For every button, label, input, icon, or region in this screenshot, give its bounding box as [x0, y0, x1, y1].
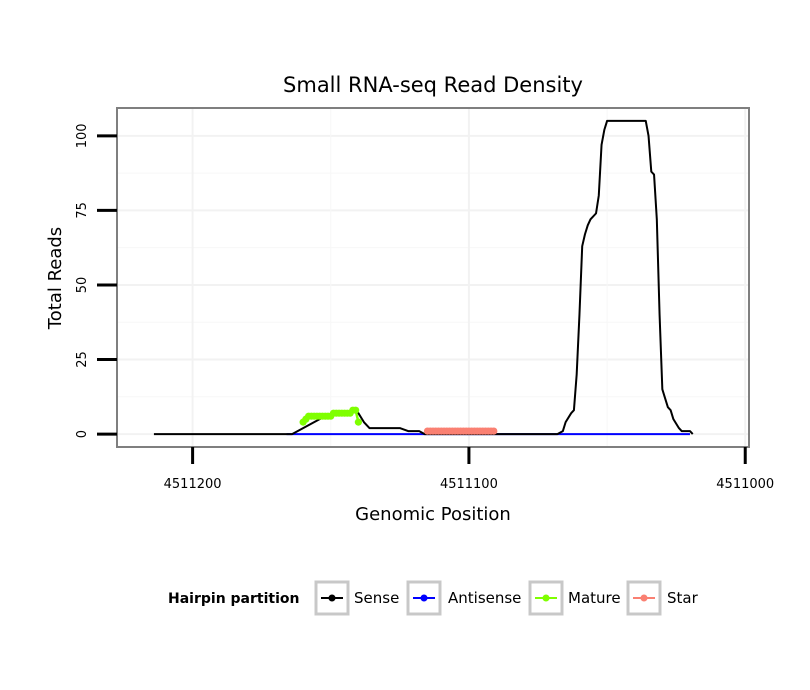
plot-background: [118, 109, 748, 446]
x-tick-label: 4511200: [164, 477, 222, 492]
series-layer: [153, 119, 694, 436]
y-axis-title: Total Reads: [45, 227, 66, 330]
legend-title: Hairpin partition: [168, 591, 299, 607]
plot-panel-border: [116, 107, 750, 448]
legend-key-point-mature: [542, 594, 550, 602]
legend: Hairpin partition Sense Antisense Mature St…: [168, 580, 699, 616]
axes: 0 25 50 75 100 4511200 4511100 4511000: [75, 123, 774, 492]
data-point-star: [490, 427, 498, 435]
legend-label-sense: Sense: [354, 589, 399, 607]
legend-key-point-sense: [328, 594, 336, 602]
legend-key-point-star: [640, 594, 648, 602]
legend-label-mature: Mature: [568, 589, 621, 607]
y-tick-label: 50: [75, 277, 90, 294]
y-tick-label: 100: [75, 123, 90, 148]
data-point-mature: [352, 406, 360, 414]
chart-title: Small RNA-seq Read Density: [283, 73, 583, 97]
y-tick-label: 75: [75, 202, 90, 219]
x-tick-label: 4511000: [716, 477, 774, 492]
data-point-mature: [354, 418, 362, 426]
gridlines: [118, 109, 748, 446]
legend-label-star: Star: [667, 589, 699, 607]
legend-label-antisense: Antisense: [448, 589, 521, 607]
legend-key-point-antisense: [420, 594, 428, 602]
y-tick-label: 25: [75, 351, 90, 368]
x-axis-title: Genomic Position: [355, 504, 511, 525]
x-tick-label: 4511100: [440, 477, 498, 492]
y-tick-label: 0: [75, 430, 90, 438]
